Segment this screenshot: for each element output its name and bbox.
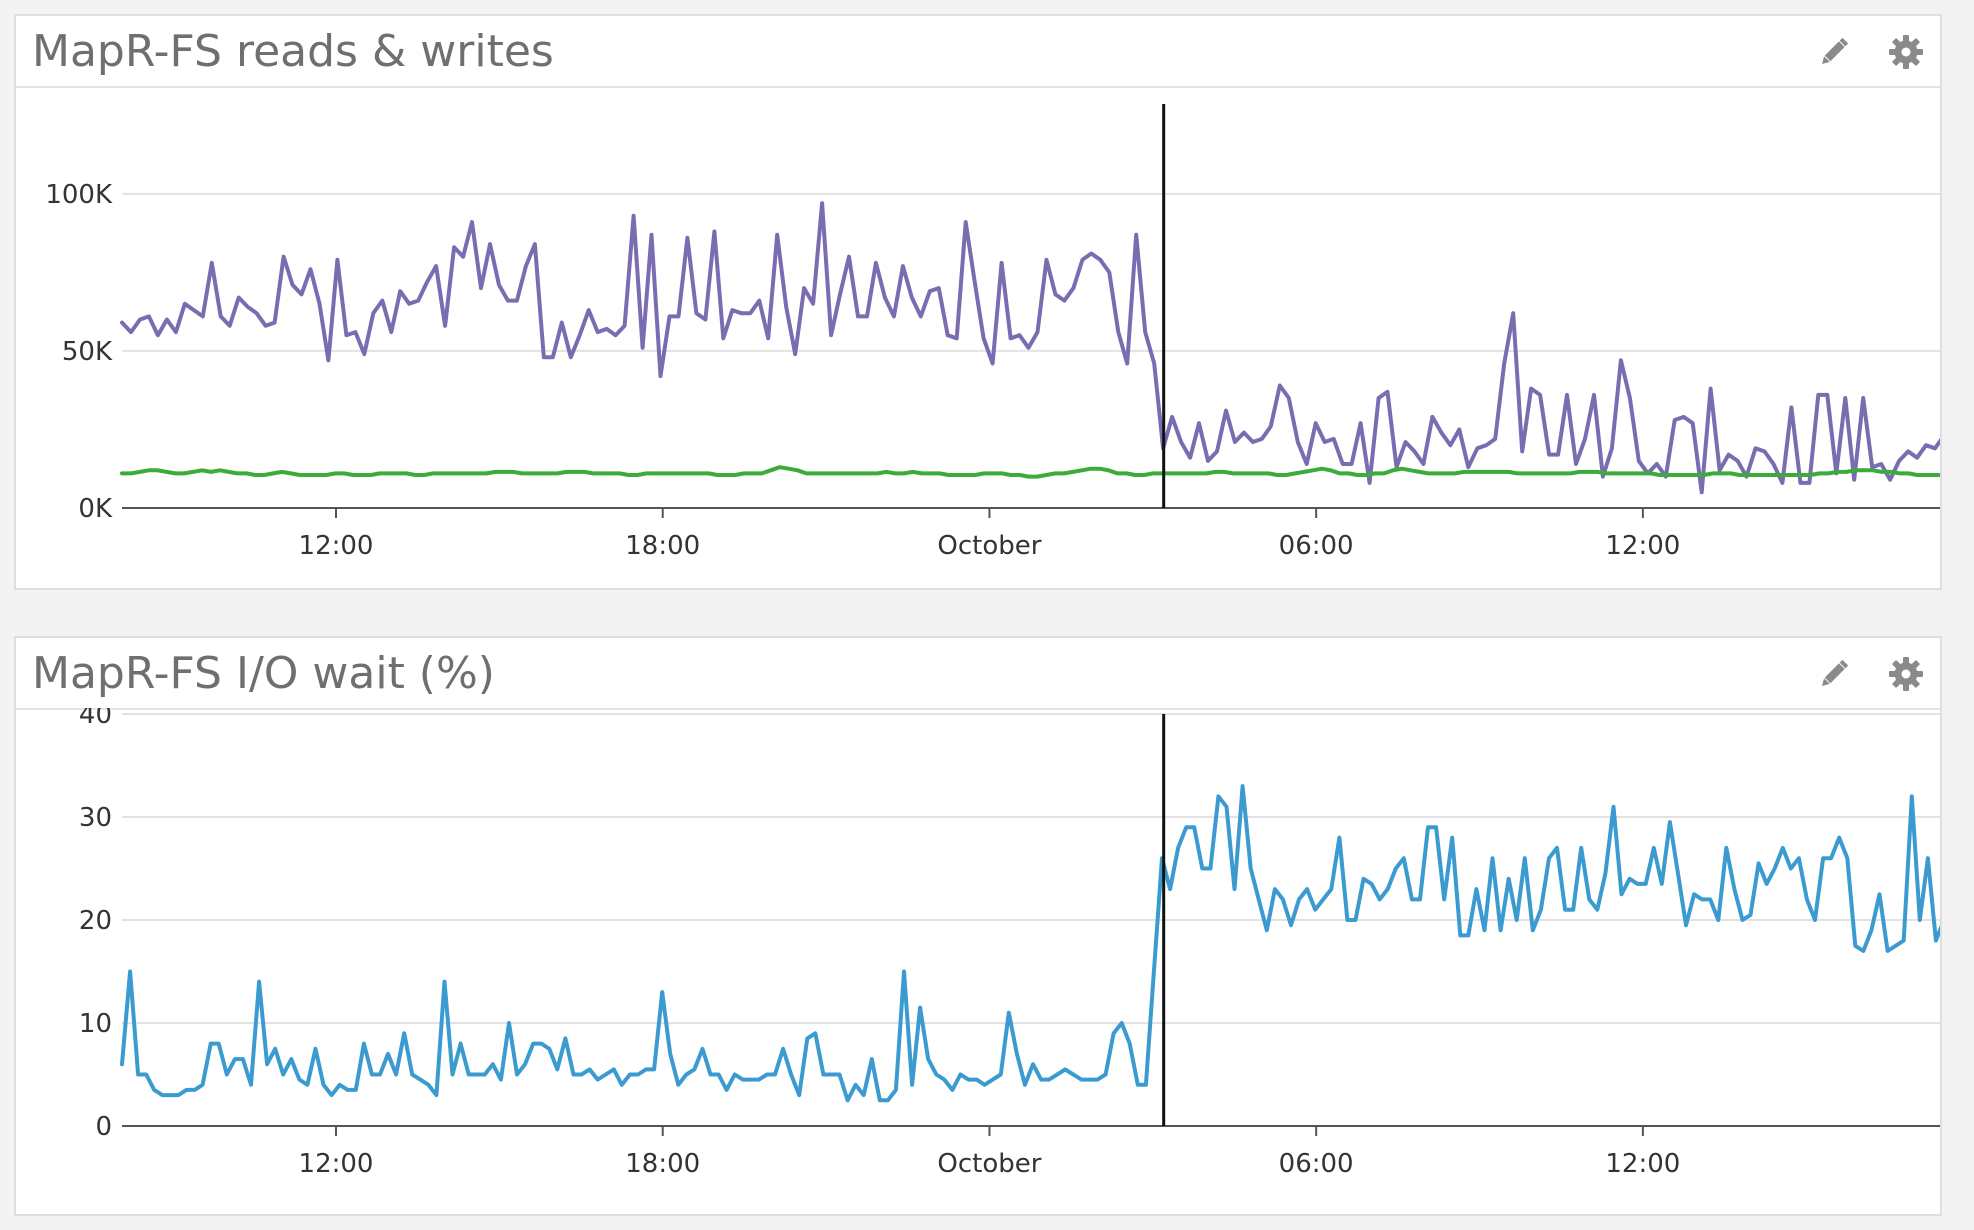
series-line bbox=[120, 201, 1940, 495]
reads-writes-chart: 0K 50K 100K 12:00 18:00 October 06:00 12:00 bbox=[45, 104, 1940, 561]
y-tick-label: 100K bbox=[45, 180, 113, 210]
x-tick-label: 12:00 bbox=[1605, 531, 1680, 561]
y-tick-label: 50K bbox=[62, 337, 113, 367]
x-tick-label: 12:00 bbox=[299, 1149, 374, 1179]
pencil-icon[interactable] bbox=[1814, 32, 1854, 72]
y-tick-label: 20 bbox=[79, 906, 112, 936]
gear-icon[interactable] bbox=[1886, 654, 1926, 694]
x-tick-label: 18:00 bbox=[625, 1149, 700, 1179]
x-tick-label: October bbox=[937, 1149, 1041, 1179]
widget-header: MapR-FS reads & writes bbox=[16, 16, 1940, 88]
x-tick-label: 06:00 bbox=[1279, 531, 1354, 561]
x-tick-label: 18:00 bbox=[625, 531, 700, 561]
y-tick-label: 0 bbox=[95, 1112, 112, 1142]
x-tick-label: 06:00 bbox=[1279, 1149, 1354, 1179]
y-tick-label: 40 bbox=[79, 708, 112, 730]
reads-writes-widget: MapR-FS reads & writes 0K 50K 100K 12:00 18:… bbox=[14, 14, 1942, 590]
y-tick-label: 10 bbox=[79, 1009, 112, 1039]
widget-header: MapR-FS I/O wait (%) bbox=[16, 638, 1940, 710]
io-wait-widget: MapR-FS I/O wait (%) 0 10 20 30 40 12:00 18:00… bbox=[14, 636, 1942, 1216]
pencil-icon[interactable] bbox=[1814, 654, 1854, 694]
gear-icon[interactable] bbox=[1886, 32, 1926, 72]
y-tick-label: 30 bbox=[79, 803, 112, 833]
widget-title: MapR-FS reads & writes bbox=[32, 26, 554, 77]
widget-title: MapR-FS I/O wait (%) bbox=[32, 648, 495, 699]
series-line bbox=[120, 784, 1940, 1103]
x-tick-label: October bbox=[937, 531, 1041, 561]
x-tick-label: 12:00 bbox=[299, 531, 374, 561]
y-tick-label: 0K bbox=[78, 494, 113, 524]
x-tick-label: 12:00 bbox=[1605, 1149, 1680, 1179]
series-line bbox=[120, 465, 1940, 479]
io-wait-chart: 0 10 20 30 40 12:00 18:00 October 06:00 12:00 bbox=[79, 708, 1940, 1179]
